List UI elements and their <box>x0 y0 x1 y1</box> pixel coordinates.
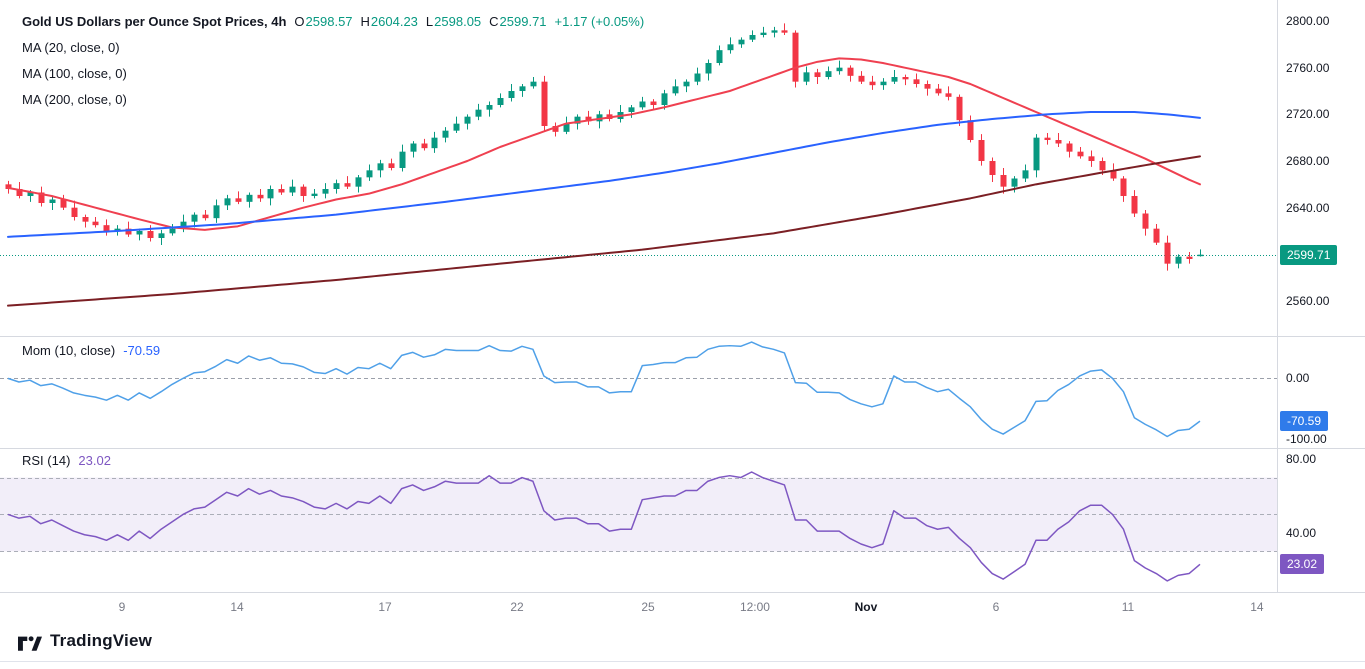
ma100-legend-row[interactable]: MA (100, close, 0) <box>22 60 644 86</box>
high-value: 2604.23 <box>370 13 418 29</box>
low-value: 2598.05 <box>434 13 482 29</box>
ma100-label: MA (100, close, 0) <box>22 65 127 81</box>
ma20-label: MA (20, close, 0) <box>22 39 120 55</box>
rsi-label: RSI (14) <box>22 453 71 468</box>
symbol-legend-row[interactable]: Gold US Dollars per Ounce Spot Prices, 4… <box>22 8 644 34</box>
price-tick-label: 2560.00 <box>1286 294 1330 308</box>
price-tick-label: 2720.00 <box>1286 107 1330 122</box>
change-value: +1.17 (+0.05%) <box>554 13 645 29</box>
time-tick-label: Nov <box>854 600 878 614</box>
price-tick-label: 2640.00 <box>1286 200 1330 215</box>
bottom-divider <box>0 661 1365 662</box>
time-scale-axis[interactable]: 9 14 17 22 25 12:00 Nov 6 11 14 <box>0 592 1365 621</box>
time-tick-label: 22 <box>510 600 524 614</box>
ohlc-close: C 2599.71 <box>489 14 546 29</box>
time-tick-label: 17 <box>378 600 392 614</box>
rsi-pane-canvas[interactable] <box>0 448 1277 592</box>
open-label: O <box>294 13 305 29</box>
mom-label: Mom (10, close) <box>22 343 116 358</box>
price-legend: Gold US Dollars per Ounce Spot Prices, 4… <box>22 8 644 112</box>
ohlc-low: L 2598.05 <box>426 14 481 29</box>
rsi-tick-label: 80.00 <box>1286 452 1317 467</box>
time-tick-label: 25 <box>641 600 655 614</box>
ma200-label: MA (200, close, 0) <box>22 91 127 107</box>
rsi-legend[interactable]: RSI (14) 23.02 <box>22 453 111 468</box>
ma20-legend-row[interactable]: MA (20, close, 0) <box>22 34 644 60</box>
time-tick-label: 11 <box>1121 600 1135 614</box>
time-tick-label: 12:00 <box>739 600 770 614</box>
tradingview-logo-text: TradingView <box>50 631 153 650</box>
mom-value-badge: -70.59 <box>1280 411 1329 432</box>
time-tick-label: 6 <box>992 600 1000 614</box>
ohlc-open: O 2598.57 <box>294 14 352 29</box>
open-value: 2598.57 <box>305 13 353 29</box>
rsi-value-badge: 23.02 <box>1280 554 1325 575</box>
high-label: H <box>360 13 370 29</box>
pane-separator[interactable] <box>0 448 1365 449</box>
time-tick-label: 14 <box>230 600 244 614</box>
mom-tick-label: 0.00 <box>1286 371 1310 386</box>
rsi-tick-label: 40.00 <box>1286 525 1317 540</box>
time-tick-label: 9 <box>118 600 126 614</box>
price-tick-label: 2760.00 <box>1286 60 1330 75</box>
momentum-legend[interactable]: Mom (10, close) -70.59 <box>22 343 160 358</box>
price-scale-axis[interactable]: 2599.71 -70.59 23.02 2800.00 2760.00 2720.… <box>1277 0 1365 592</box>
mom-tick-label: -100.00 <box>1286 431 1327 446</box>
chart-title: Gold US Dollars per Ounce Spot Prices, 4… <box>22 13 287 29</box>
price-tick-label: 2680.00 <box>1286 154 1330 168</box>
last-price-badge: 2599.71 <box>1280 244 1338 265</box>
price-tick-label: 2800.00 <box>1286 14 1330 28</box>
time-tick-label: 14 <box>1250 600 1264 614</box>
footer-bar: TradingView <box>0 620 1365 669</box>
rsi-value: 23.02 <box>78 453 111 468</box>
price-pane-canvas[interactable] <box>0 0 1277 336</box>
close-label: C <box>489 13 499 29</box>
pane-separator[interactable] <box>0 336 1365 337</box>
mom-value: -70.59 <box>123 343 161 358</box>
tradingview-logo[interactable]: TradingView <box>18 631 152 651</box>
low-label: L <box>425 13 434 29</box>
momentum-pane-canvas[interactable] <box>0 336 1277 448</box>
close-value: 2599.71 <box>499 13 547 29</box>
tradingview-logo-icon <box>18 632 42 651</box>
ohlc-high: H 2604.23 <box>361 14 418 29</box>
ma200-legend-row[interactable]: MA (200, close, 0) <box>22 86 644 112</box>
